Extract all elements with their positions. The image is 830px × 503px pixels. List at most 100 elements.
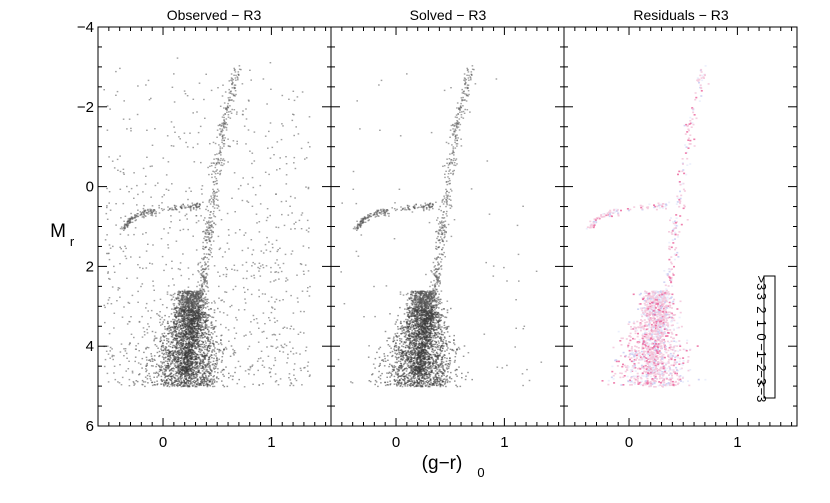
star-point [247,129,250,131]
star-point [138,256,141,258]
star-point [182,385,184,387]
star-point [190,317,193,320]
star-point [211,351,213,353]
star-point [206,352,209,354]
star-point [158,315,161,317]
star-point [184,315,187,317]
star-point [201,326,203,328]
star-point [215,352,217,355]
star-point [189,290,192,292]
star-point [191,327,193,329]
star-point [171,336,174,338]
star-point [202,278,205,280]
star-point [201,268,204,270]
star-point [266,103,268,105]
star-point [209,224,211,227]
star-point [158,204,160,207]
star-point [181,331,184,333]
star-point [192,300,195,302]
star-point [226,109,228,112]
star-point [199,354,201,356]
star-point [204,323,207,325]
star-point [408,374,410,377]
star-point [293,99,296,102]
star-point [308,375,311,377]
star-point [171,308,173,310]
star-point [220,133,222,135]
star-point [179,375,182,378]
star-point [289,195,292,198]
star-point [158,365,160,367]
star-point [190,342,193,344]
star-point [177,349,180,352]
star-point [434,349,436,351]
star-point [182,357,185,360]
star-point [188,297,190,299]
star-point [219,275,221,277]
star-point [214,325,217,328]
star-point [176,315,179,317]
star-point [201,324,203,326]
star-point [176,378,179,380]
star-point [133,233,135,236]
star-point [199,321,201,323]
star-point [145,84,147,86]
star-point [216,163,218,165]
star-point [448,352,450,355]
star-point [195,368,197,370]
star-point [135,380,138,382]
star-point [119,246,121,248]
star-point [274,279,277,281]
star-point [163,352,165,355]
star-point [291,212,293,214]
star-point [200,381,202,383]
star-point [151,360,154,362]
star-point [128,222,130,224]
star-point [181,372,183,374]
star-point [158,355,160,358]
star-point [173,359,176,361]
star-point [128,118,131,120]
star-point [186,370,189,373]
star-point [107,272,109,274]
star-point [426,370,429,372]
star-point [428,346,431,348]
star-point [126,224,129,227]
star-point [222,158,225,160]
star-point [167,333,170,335]
star-point [197,332,199,334]
star-point [182,203,184,205]
star-point [133,172,135,174]
star-point [213,357,215,360]
star-point [170,362,172,364]
star-point [195,373,198,376]
star-point [180,366,182,369]
star-point [201,305,203,307]
star-point [212,201,215,203]
star-point [170,221,172,223]
star-point [377,376,380,378]
star-point [202,376,205,378]
star-point [433,298,436,300]
star-point [147,382,149,384]
star-point [194,310,197,312]
star-point [227,229,230,231]
star-point [190,295,192,297]
star-point [228,100,230,102]
star-point [217,159,220,161]
star-point [270,88,272,90]
star-point [218,144,220,146]
star-point [186,358,188,360]
star-point [151,357,153,360]
star-point [192,291,195,293]
star-point [219,128,221,130]
star-point [131,217,133,219]
star-point [135,345,137,347]
star-point [210,324,213,326]
star-point [160,348,162,350]
star-point [175,305,178,308]
star-point [161,323,164,325]
star-point [198,350,200,353]
star-point [197,296,200,299]
star-point [144,209,146,212]
